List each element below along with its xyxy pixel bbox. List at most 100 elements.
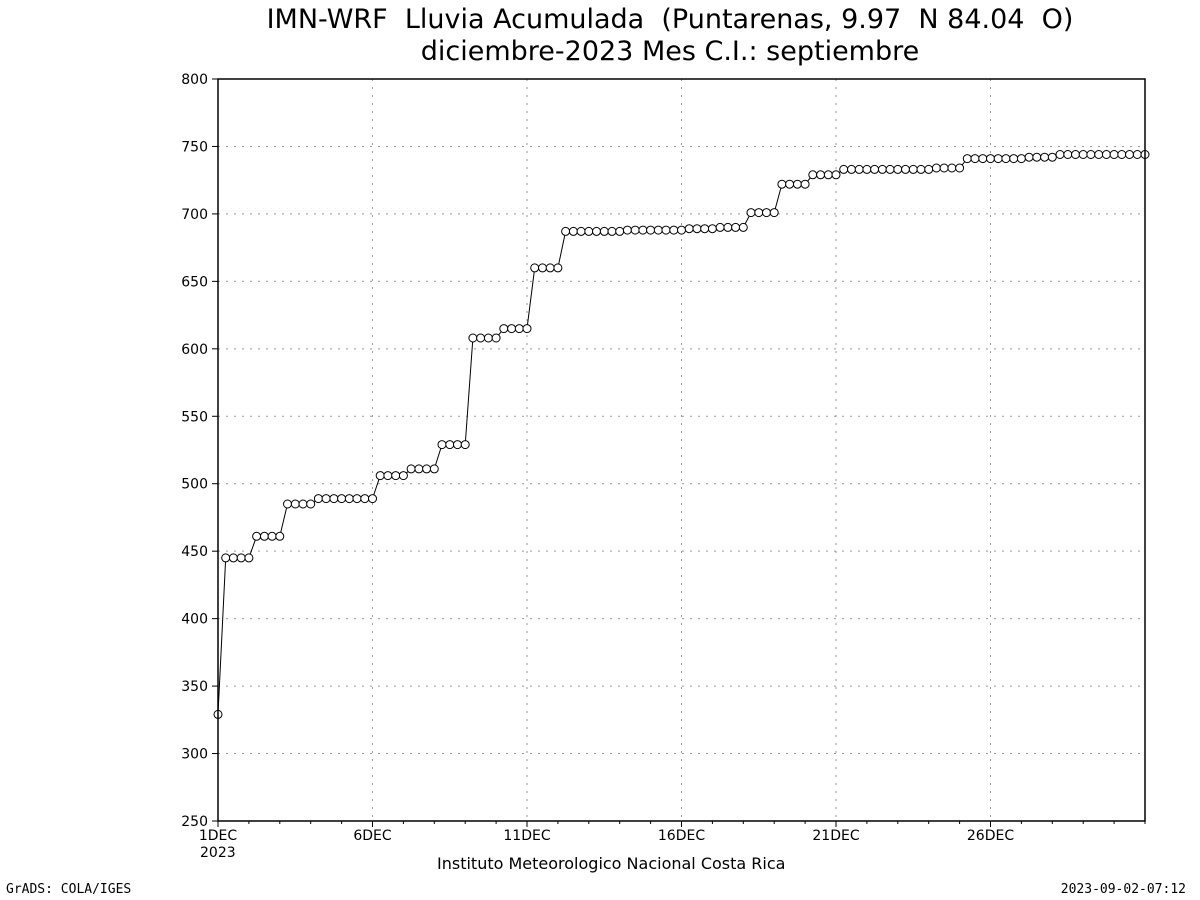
data-point (599, 226, 609, 236)
data-point (862, 164, 872, 174)
x-tick-label: 6DEC (353, 828, 392, 844)
data-point (228, 553, 238, 563)
data-point (337, 494, 347, 504)
x-tick-label: 16DEC (658, 828, 705, 844)
data-point (1117, 150, 1127, 159)
grid (218, 79, 1145, 821)
data-point (468, 333, 478, 343)
data-point (1040, 152, 1050, 162)
data-point (1086, 150, 1096, 159)
data-point (669, 225, 679, 235)
x-axis-year-label: 2023 (200, 845, 236, 861)
data-point (939, 163, 949, 173)
series-points (213, 150, 1150, 719)
data-point (530, 263, 540, 273)
y-tick-label: 450 (181, 544, 208, 560)
data-point (545, 263, 555, 273)
y-tick-label: 650 (181, 274, 208, 290)
data-point (491, 333, 501, 343)
data-point (700, 224, 710, 234)
data-point (692, 224, 702, 234)
data-point (1055, 150, 1065, 159)
data-point (792, 179, 802, 189)
x-tick-label: 1DEC (199, 828, 238, 844)
series-line (217, 154, 1145, 715)
data-point (847, 164, 856, 174)
data-point (630, 225, 640, 235)
data-point (885, 164, 895, 174)
data-point (483, 333, 493, 343)
data-point (823, 170, 833, 180)
y-tick-label: 600 (181, 342, 208, 358)
data-point (283, 499, 292, 509)
data-point (321, 494, 331, 504)
data-point (344, 494, 354, 504)
data-point (955, 163, 965, 173)
data-point (1024, 152, 1034, 162)
data-point (1001, 154, 1011, 164)
data-point (723, 222, 733, 232)
data-point (422, 464, 432, 474)
data-point (924, 164, 934, 174)
data-point (244, 553, 254, 563)
data-point (584, 226, 594, 236)
data-point (993, 154, 1003, 164)
data-point (607, 226, 617, 236)
institution-label: Instituto Meteorologico Nacional Costa R… (437, 854, 786, 873)
data-point (854, 164, 864, 174)
data-point (908, 164, 918, 174)
x-tick-label: 21DEC (812, 828, 859, 844)
y-tick-label: 300 (181, 747, 208, 763)
data-point (870, 164, 880, 174)
data-point (1132, 150, 1142, 159)
plot-frame (217, 78, 1146, 822)
data-point (522, 324, 532, 334)
data-point (731, 222, 741, 232)
y-tick-label: 350 (181, 679, 208, 695)
y-tick-label: 750 (181, 139, 208, 155)
y-tick-label: 400 (181, 612, 208, 628)
data-point (561, 226, 571, 236)
data-point (476, 333, 486, 343)
data-point (785, 179, 795, 189)
data-point (1009, 154, 1019, 164)
data-point (290, 499, 300, 509)
data-point (931, 163, 941, 173)
data-point (646, 225, 656, 235)
data-point (406, 464, 416, 474)
data-point (831, 170, 841, 180)
data-point (592, 226, 601, 236)
data-point (677, 225, 686, 235)
data-point (1094, 150, 1104, 159)
data-point (267, 531, 277, 541)
data-point (769, 208, 779, 218)
footer-software-credit: GrADS: COLA/IGES (6, 882, 132, 897)
y-tick-label: 700 (181, 207, 208, 223)
data-point (499, 324, 509, 334)
y-tick-label: 550 (181, 409, 208, 425)
data-point (429, 464, 439, 474)
data-point (391, 471, 401, 481)
data-point (916, 164, 926, 174)
y-tick-label: 250 (181, 814, 208, 830)
data-point (746, 208, 756, 218)
data-point (1016, 154, 1026, 164)
data-point (1032, 152, 1042, 162)
x-tick-label: 11DEC (503, 828, 550, 844)
data-point (298, 499, 308, 509)
data-point (453, 440, 462, 450)
data-point (568, 226, 578, 236)
data-point (368, 494, 377, 504)
data-point (1109, 150, 1119, 159)
data-point (538, 263, 547, 273)
data-point (576, 226, 586, 236)
data-point (684, 224, 694, 234)
data-point (507, 324, 517, 334)
data-point (383, 471, 393, 481)
x-axis: 1DEC 6DEC 11DEC 16DEC 21DEC 26DEC (199, 821, 1146, 844)
data-point (460, 440, 470, 450)
data-point (1078, 150, 1088, 159)
footer-timestamp: 2023-09-02-07:12 (1060, 882, 1186, 897)
y-tick-label: 500 (181, 477, 208, 493)
